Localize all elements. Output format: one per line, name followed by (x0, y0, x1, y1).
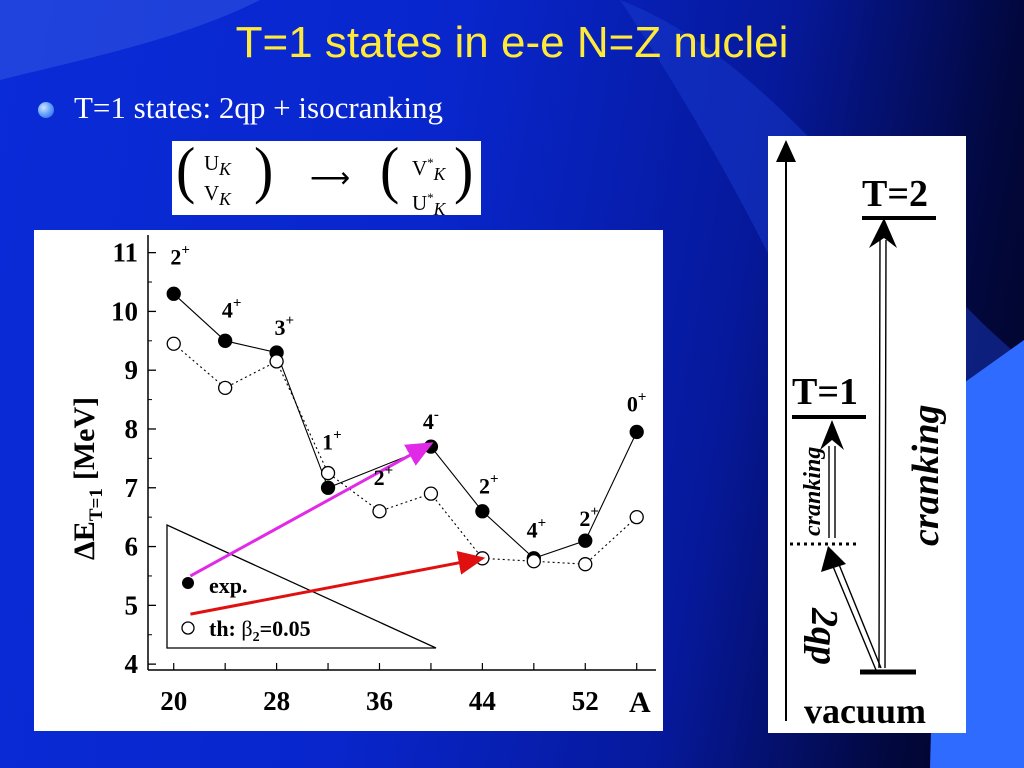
isospin-diagram: T=2 T=1 vacuum cranking cranking 2qp (768, 136, 966, 733)
spin-label: 4+ (527, 516, 547, 543)
spin-label: 4+ (222, 295, 242, 322)
bullet-icon (38, 102, 54, 118)
t2-label: T=2 (862, 173, 928, 215)
left-paren-icon: ( (380, 133, 400, 206)
exp-point (475, 504, 490, 519)
y-tick-label: 5 (125, 590, 139, 620)
exp-series-line (173, 293, 638, 559)
matrix-sup: * (427, 155, 434, 170)
legend-exp-marker (182, 577, 194, 589)
th-point (578, 557, 593, 572)
spin-label: 0+ (627, 389, 647, 416)
matrix-sub: K (433, 164, 446, 185)
y-axis-label: ΔET=1 [MeV] (68, 397, 107, 560)
legend: exp. th: β2=0.05 (181, 573, 311, 645)
t1-label: T=1 (792, 371, 858, 413)
energy-axis-arrow-icon (776, 140, 796, 162)
legend-th-value: =0.05 (260, 616, 311, 641)
spin-label: 2+ (579, 504, 599, 531)
cranking-big-label: cranking (905, 405, 947, 546)
energy-chart: 4 5 6 7 8 9 10 11 20 28 36 44 52 2+ 4+ 3+ 1+ 2+ 4- 2+ 4+ 2+ 0… (34, 222, 663, 731)
exp-point (320, 480, 336, 495)
matrix-vk: V (204, 181, 220, 206)
legend-beta-sub: 2 (253, 630, 260, 645)
spin-label: 3+ (275, 313, 295, 340)
x-tick-label: 44 (469, 686, 496, 716)
matrix-uk: U (204, 151, 220, 175)
th-point (320, 465, 336, 481)
th-point (629, 510, 644, 525)
x-tick-label: 28 (263, 686, 290, 716)
legend-beta: β (241, 616, 252, 641)
long-arrow-icon: ⟶ (310, 163, 351, 194)
spin-label: 4- (423, 407, 439, 434)
th-series-line (173, 343, 638, 565)
x-tick-label: 20 (160, 686, 187, 716)
x-tick-label: 52 (572, 686, 599, 716)
spin-label: 2+ (170, 242, 190, 269)
spin-label: 2+ (479, 472, 499, 499)
legend-th-marker (181, 621, 195, 635)
vacuum-label: vacuum (804, 691, 926, 731)
chart-svg: 4 5 6 7 8 9 10 11 20 28 36 44 52 2+ 4+ 3+ 1+ 2+ 4- 2+ 4+ 2+ 0… (68, 222, 656, 719)
matrix-left-column: UK VK (204, 151, 231, 211)
matrix-right-column: V*K U*K (412, 151, 445, 221)
y-label-main: ΔE (68, 521, 101, 560)
y-label-sub: T=1 (86, 488, 107, 521)
legend-triangle (166, 523, 437, 649)
matrix-sub: K (433, 199, 446, 220)
y-tick-label: 6 (125, 532, 139, 562)
y-label-unit: [MeV] (68, 397, 101, 480)
matrix-sub: K (219, 159, 231, 180)
cranking-arrow-t2 (878, 239, 887, 669)
matrix-sub: K (219, 189, 231, 210)
th-point (269, 354, 284, 369)
th-point (423, 486, 439, 501)
matrix-equation: ( UK VK ) ⟶ ( V*K U*K ) (172, 134, 481, 219)
x-axis-label: A (629, 686, 651, 719)
legend-th-prefix: th: (209, 616, 241, 641)
legend-exp-label: exp. (209, 573, 248, 598)
th-point (166, 336, 181, 351)
bullet-text: T=1 states: 2qp + isocranking (74, 90, 444, 125)
matrix-vk-star: V (412, 156, 428, 180)
y-tick-label: 8 (125, 414, 139, 444)
legend-th-label: th: β2=0.05 (209, 616, 311, 645)
x-tick-label: 36 (366, 686, 393, 716)
th-point (372, 504, 387, 519)
exp-point (578, 533, 593, 548)
right-paren-icon: ) (454, 133, 474, 206)
th-point (526, 554, 541, 569)
exp-point (629, 424, 644, 440)
y-tick-label: 10 (111, 296, 138, 326)
y-tick-label: 11 (112, 238, 138, 268)
diagram-svg: T=2 T=1 vacuum cranking cranking 2qp (776, 140, 947, 731)
right-paren-icon: ) (254, 133, 274, 206)
cranking-arrow-t2-head-icon (869, 218, 897, 248)
exp-point (218, 333, 233, 348)
exp-point (166, 286, 181, 301)
cranking-small-label: cranking (800, 447, 826, 536)
th-point (218, 380, 233, 395)
matrix-uk-star: U (412, 191, 428, 216)
cranking-arrow-t1-head-icon (820, 420, 844, 450)
cranking-arrow-t1 (828, 446, 836, 538)
two-qp-arrow-head-icon (821, 546, 846, 572)
magenta-arrow (189, 442, 434, 578)
spin-label: 2+ (374, 463, 394, 490)
spin-label: 1+ (322, 428, 342, 455)
slide-title: T=1 states in e-e N=Z nuclei (235, 18, 789, 67)
left-paren-icon: ( (176, 133, 196, 206)
y-tick-label: 7 (125, 473, 139, 503)
svg-text:ΔET=1[MeV]: ΔET=1 [MeV] (68, 397, 107, 560)
matrix-sup: * (427, 190, 434, 206)
two-qp-label: 2qp (803, 607, 845, 665)
y-tick-label: 9 (125, 355, 139, 385)
two-qp-arrow (831, 561, 882, 671)
y-tick-label: 4 (125, 649, 139, 679)
red-arrow (190, 551, 486, 616)
